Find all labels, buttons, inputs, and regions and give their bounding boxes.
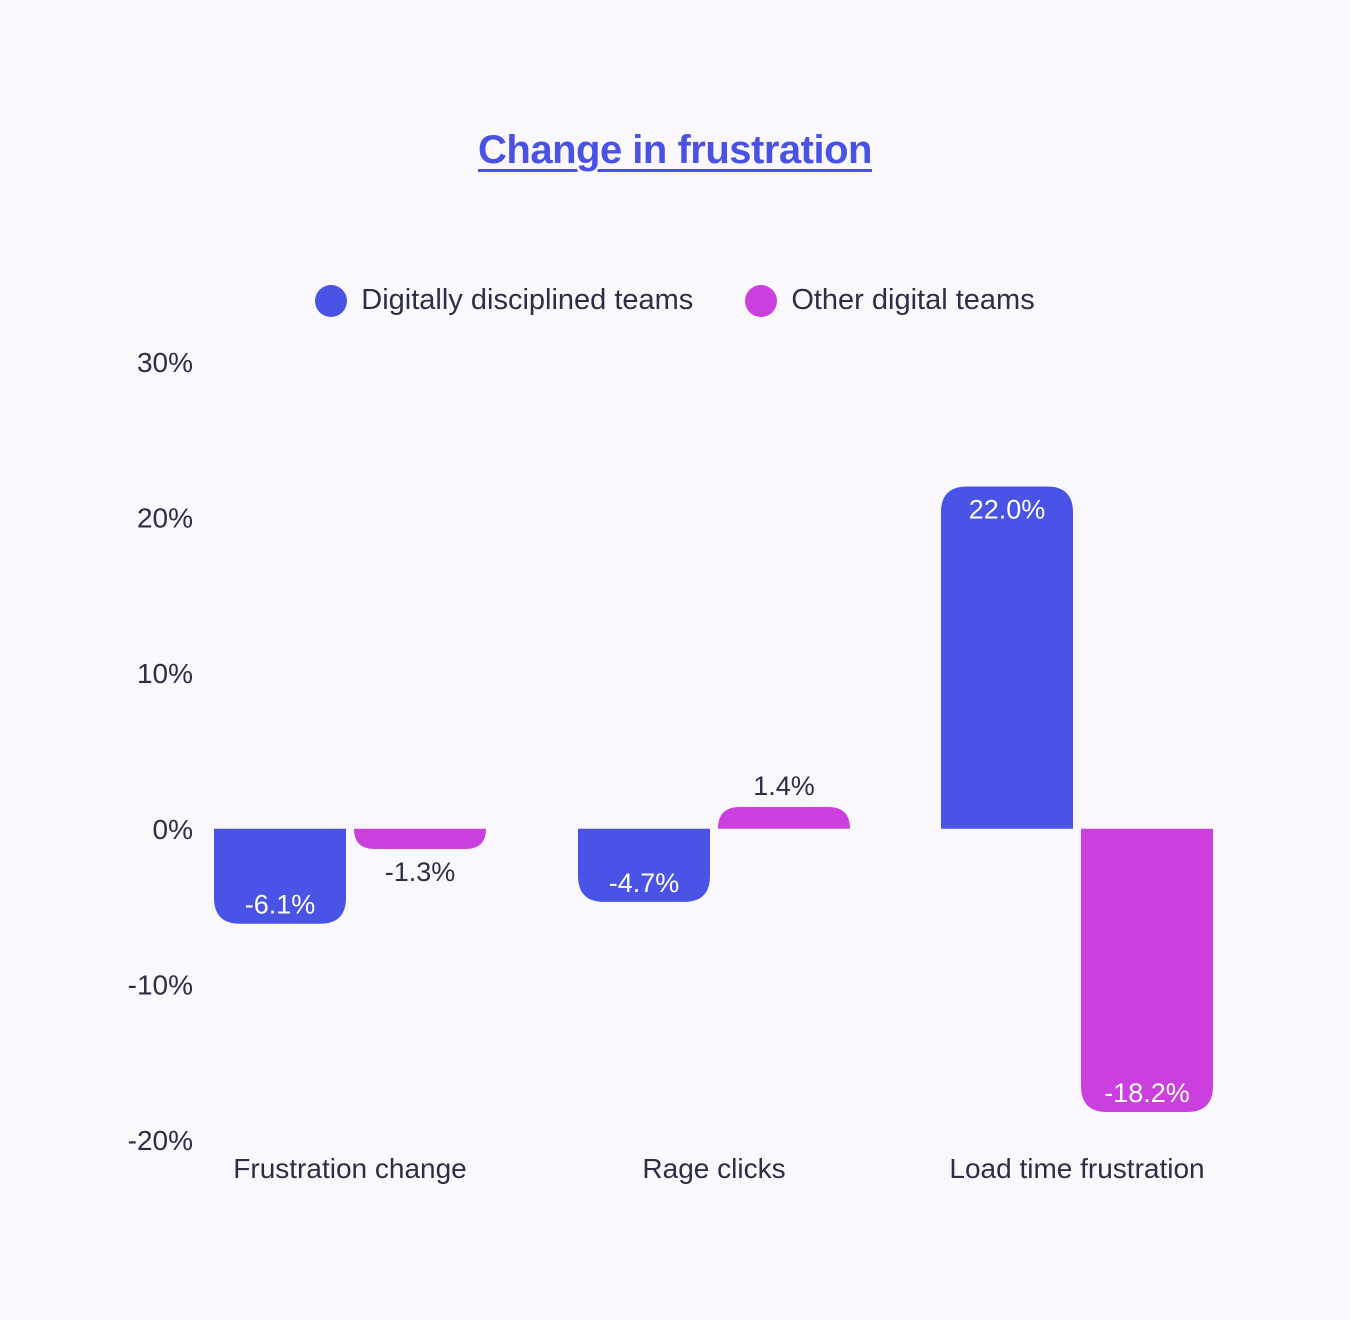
y-tick-label: -20% (128, 1125, 193, 1156)
legend-swatch-digitally-disciplined (315, 284, 348, 317)
y-tick-label: 20% (137, 503, 193, 534)
bar-other-digital (718, 807, 850, 829)
legend-label-digitally-disciplined: Digitally disciplined teams (361, 284, 694, 316)
legend-swatch-other-digital (745, 284, 778, 317)
y-tick-label: 0% (153, 814, 193, 845)
legend-item-digitally-disciplined: Digitally disciplined teams (315, 284, 693, 317)
data-label: -4.7% (609, 868, 680, 898)
legend-label-other-digital: Other digital teams (791, 284, 1035, 316)
data-label: -6.1% (245, 890, 316, 920)
bar-digitally-disciplined (941, 486, 1073, 829)
data-label: 1.4% (753, 771, 815, 801)
bar-other-digital (1081, 828, 1213, 1112)
y-tick-label: -10% (128, 969, 193, 1000)
category-label: Rage clicks (642, 1153, 785, 1184)
y-tick-label: 30% (137, 347, 193, 378)
chart-title[interactable]: Change in frustration (478, 128, 872, 172)
legend: Digitally disciplined teams Other digita… (0, 284, 1350, 317)
y-tick-label: 10% (137, 658, 193, 689)
bar-digitally-disciplined (214, 828, 346, 924)
bar-digitally-disciplined (578, 828, 710, 902)
data-label: -18.2% (1104, 1078, 1190, 1108)
data-label: 22.0% (969, 494, 1046, 524)
data-label: -1.3% (385, 857, 456, 887)
legend-item-other-digital: Other digital teams (745, 284, 1035, 317)
category-label: Load time frustration (949, 1153, 1204, 1184)
category-label: Frustration change (233, 1153, 466, 1184)
bar-other-digital (354, 828, 486, 850)
